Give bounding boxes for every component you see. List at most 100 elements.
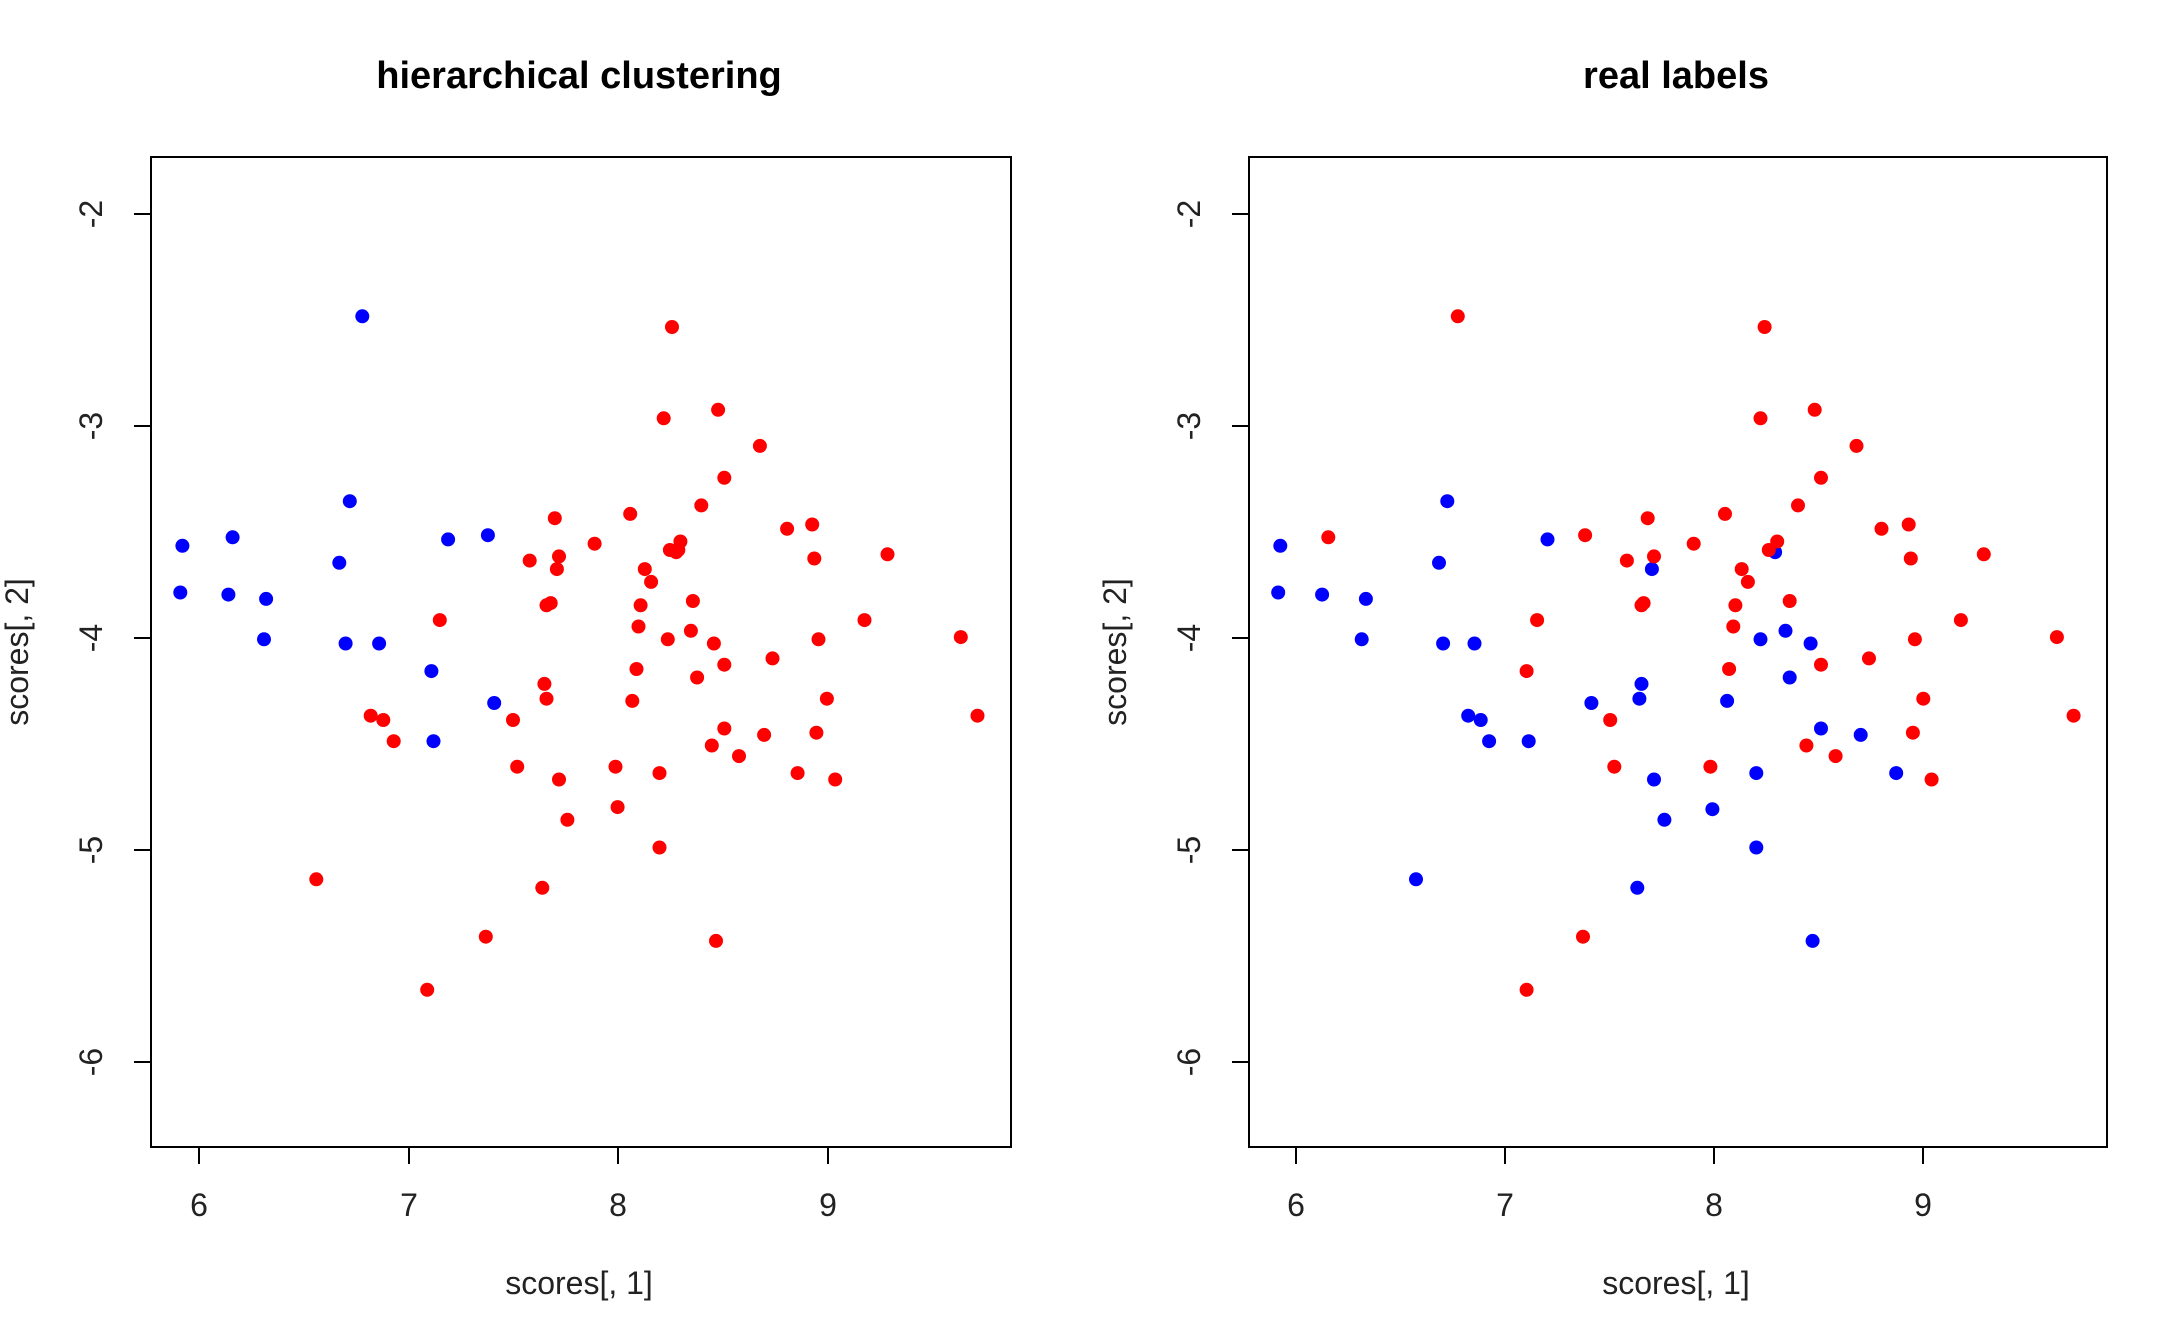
data-point bbox=[1782, 670, 1797, 685]
data-point bbox=[1647, 772, 1661, 787]
panel-real-labels: real labels scores[, 1] scores[, 2] 6 7 … bbox=[1097, 55, 2108, 1301]
y-tick-label: -3 bbox=[1171, 412, 1207, 440]
data-point bbox=[1603, 713, 1618, 727]
data-point bbox=[363, 708, 378, 723]
data-point bbox=[625, 693, 640, 708]
data-point bbox=[552, 549, 566, 564]
data-point bbox=[690, 670, 705, 685]
data-point bbox=[1740, 574, 1755, 589]
data-point bbox=[506, 713, 520, 727]
data-point bbox=[660, 632, 675, 647]
data-point bbox=[1461, 708, 1476, 723]
data-point bbox=[644, 574, 659, 589]
data-point bbox=[1814, 657, 1828, 672]
data-point bbox=[717, 721, 732, 736]
x-tick-label: 7 bbox=[1496, 1187, 1514, 1223]
x-axis: 6 7 8 9 bbox=[190, 1147, 837, 1223]
data-point bbox=[587, 536, 602, 551]
data-point bbox=[633, 598, 648, 613]
y-tick-label: -6 bbox=[1171, 1048, 1207, 1076]
data-point bbox=[175, 538, 190, 553]
data-point bbox=[1753, 632, 1768, 647]
data-point bbox=[1874, 521, 1889, 536]
x-tick-label: 6 bbox=[1287, 1187, 1305, 1223]
data-point bbox=[1728, 598, 1743, 613]
data-point bbox=[386, 734, 401, 749]
data-point bbox=[1703, 759, 1718, 774]
data-point bbox=[1409, 872, 1423, 887]
chart-title: hierarchical clustering bbox=[376, 55, 782, 97]
data-point bbox=[623, 506, 638, 521]
x-axis-label: scores[, 1] bbox=[505, 1265, 653, 1301]
data-point bbox=[1953, 613, 1968, 628]
data-point bbox=[432, 613, 447, 628]
data-point bbox=[752, 438, 767, 453]
data-point bbox=[372, 636, 387, 651]
data-point bbox=[1916, 691, 1931, 706]
data-point bbox=[1828, 749, 1843, 764]
x-tick-label: 7 bbox=[400, 1187, 418, 1223]
data-point bbox=[1530, 613, 1545, 628]
data-point bbox=[1271, 585, 1286, 600]
data-point bbox=[1849, 438, 1864, 453]
x-tick-label: 9 bbox=[819, 1187, 837, 1223]
data-point bbox=[1432, 555, 1446, 570]
data-point bbox=[953, 630, 968, 645]
data-point bbox=[673, 534, 688, 549]
data-point bbox=[631, 619, 646, 634]
data-point bbox=[355, 309, 370, 324]
data-point bbox=[780, 521, 795, 536]
data-point bbox=[1901, 517, 1916, 532]
data-point bbox=[1807, 402, 1822, 417]
data-point bbox=[1634, 676, 1649, 691]
data-point bbox=[547, 511, 562, 526]
data-point bbox=[1686, 536, 1701, 551]
data-point bbox=[1632, 691, 1647, 706]
data-point bbox=[1584, 696, 1599, 710]
y-axis-label: scores[, 2] bbox=[0, 578, 35, 726]
data-point bbox=[543, 596, 558, 611]
data-point bbox=[652, 840, 667, 855]
data-point bbox=[706, 636, 721, 651]
data-point bbox=[1907, 632, 1922, 647]
y-axis-label: scores[, 2] bbox=[1097, 578, 1133, 726]
data-point bbox=[629, 662, 644, 676]
data-point bbox=[1644, 562, 1659, 577]
data-point bbox=[685, 594, 700, 608]
data-point bbox=[970, 708, 985, 723]
y-tick-label: -3 bbox=[73, 412, 109, 440]
data-point bbox=[539, 691, 554, 706]
data-point bbox=[819, 691, 834, 706]
data-point bbox=[1753, 411, 1768, 426]
data-point bbox=[1450, 309, 1465, 324]
data-point bbox=[1467, 636, 1482, 651]
data-point bbox=[478, 929, 493, 944]
y-tick-label: -5 bbox=[1171, 836, 1207, 864]
x-axis: 6 7 8 9 bbox=[1287, 1147, 1932, 1223]
data-point bbox=[1734, 562, 1749, 577]
data-point bbox=[1619, 553, 1634, 568]
x-tick-label: 9 bbox=[1914, 1187, 1932, 1223]
data-point bbox=[537, 676, 552, 691]
data-point bbox=[1778, 623, 1793, 638]
data-point bbox=[221, 587, 236, 602]
data-point bbox=[828, 772, 843, 787]
data-point bbox=[790, 766, 805, 781]
data-point bbox=[2049, 630, 2064, 645]
data-point bbox=[1705, 802, 1720, 817]
data-point bbox=[717, 470, 732, 485]
data-point bbox=[717, 657, 732, 672]
plot-frame bbox=[1248, 156, 2108, 1148]
data-point bbox=[1814, 721, 1828, 736]
data-point bbox=[510, 759, 525, 774]
data-point bbox=[1749, 766, 1764, 781]
data-point bbox=[1889, 766, 1904, 781]
data-point bbox=[1576, 929, 1590, 944]
data-point bbox=[1770, 534, 1785, 549]
data-point bbox=[173, 585, 188, 600]
data-point bbox=[1799, 738, 1814, 753]
data-point bbox=[807, 551, 822, 566]
data-point bbox=[1578, 528, 1593, 543]
